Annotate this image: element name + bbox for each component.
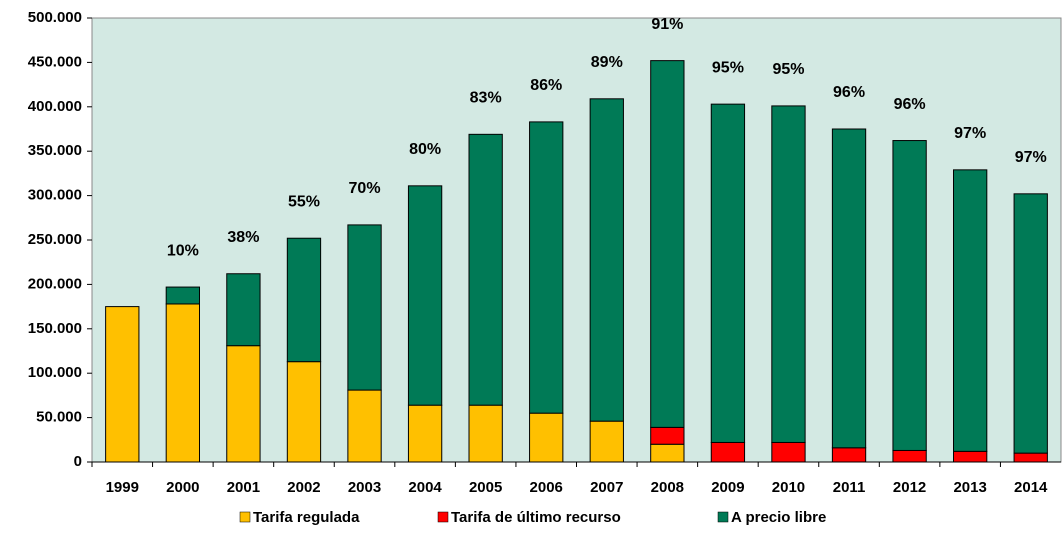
bar-segment [831,128,867,449]
bar-segment [953,450,988,463]
legend-swatch [239,511,251,523]
x-tick-label: 2001 [227,479,260,496]
bar-segment [771,441,806,463]
bar-segment [286,237,322,363]
annotation: 96% [833,84,865,101]
bar-segment [589,98,624,422]
bar-segment [589,420,624,463]
bar-segment [347,224,382,391]
annotation: 97% [1015,149,1047,166]
y-tick-label: 50.000 [36,409,82,426]
x-tick-label: 2012 [893,479,926,496]
y-tick-label: 250.000 [28,231,82,248]
annotation: 95% [712,59,744,76]
annotation: 10% [167,242,199,259]
bar-segment [710,441,746,463]
bar-segment [771,105,806,443]
annotation: 55% [288,193,320,210]
annotation: 89% [591,54,623,71]
bar-segment [953,169,988,452]
legend-swatch [437,511,449,523]
bar-segment [165,303,200,463]
bar-segment [831,447,867,463]
bar-segment [165,286,200,305]
bar-segment [710,103,746,443]
y-tick-label: 100.000 [28,364,82,381]
x-tick-label: 2009 [711,479,744,496]
annotation: 97% [954,125,986,142]
bar-segment [529,121,564,414]
x-tick-label: 2014 [1014,479,1048,496]
y-tick-label: 150.000 [28,320,82,337]
bar-segment [1013,452,1048,463]
x-tick-label: 2006 [530,479,563,496]
bar-segment [650,60,685,428]
x-tick-label: 2013 [953,479,986,496]
bar-segment [105,306,140,463]
bar-segment [892,449,927,463]
legend-label: Tarifa regulada [253,509,360,526]
bar-segment [347,389,382,463]
y-tick-label: 500.000 [28,9,82,26]
x-tick-label: 2005 [469,479,502,496]
x-tick-label: 2007 [590,479,623,496]
legend-label: A precio libre [731,509,826,526]
x-tick-label: 2004 [408,479,442,496]
annotation: 80% [409,141,441,158]
annotation: 70% [349,180,381,197]
bar-segment [650,426,685,445]
x-tick-label: 2003 [348,479,381,496]
annotation: 38% [227,229,259,246]
y-tick-label: 400.000 [28,98,82,115]
annotation: 91% [651,16,683,33]
x-tick-label: 2002 [287,479,320,496]
bar-segment [468,404,503,463]
x-tick-label: 2008 [651,479,684,496]
annotation: 86% [530,77,562,94]
bar-segment [407,185,443,406]
legend-swatch [717,511,729,523]
bar-segment [226,273,261,347]
annotation: 96% [894,96,926,113]
annotation: 83% [470,90,502,107]
x-tick-label: 1999 [106,479,139,496]
bar-segment [226,345,261,463]
bar-segment [650,443,685,463]
y-tick-label: 450.000 [28,53,82,70]
bar-segment [468,133,503,406]
y-tick-label: 300.000 [28,187,82,204]
annotation: 95% [772,61,804,78]
legend-label: Tarifa de último recurso [451,509,621,526]
x-tick-label: 2000 [166,479,199,496]
bar-segment [529,412,564,463]
y-tick-label: 0 [74,453,82,470]
bar-segment [892,140,927,451]
x-tick-label: 2010 [772,479,805,496]
y-tick-label: 200.000 [28,275,82,292]
x-tick-label: 2011 [833,479,866,496]
y-tick-label: 350.000 [28,142,82,159]
bar-segment [407,404,443,463]
bar-segment [286,361,322,463]
bar-segment [1013,193,1048,454]
